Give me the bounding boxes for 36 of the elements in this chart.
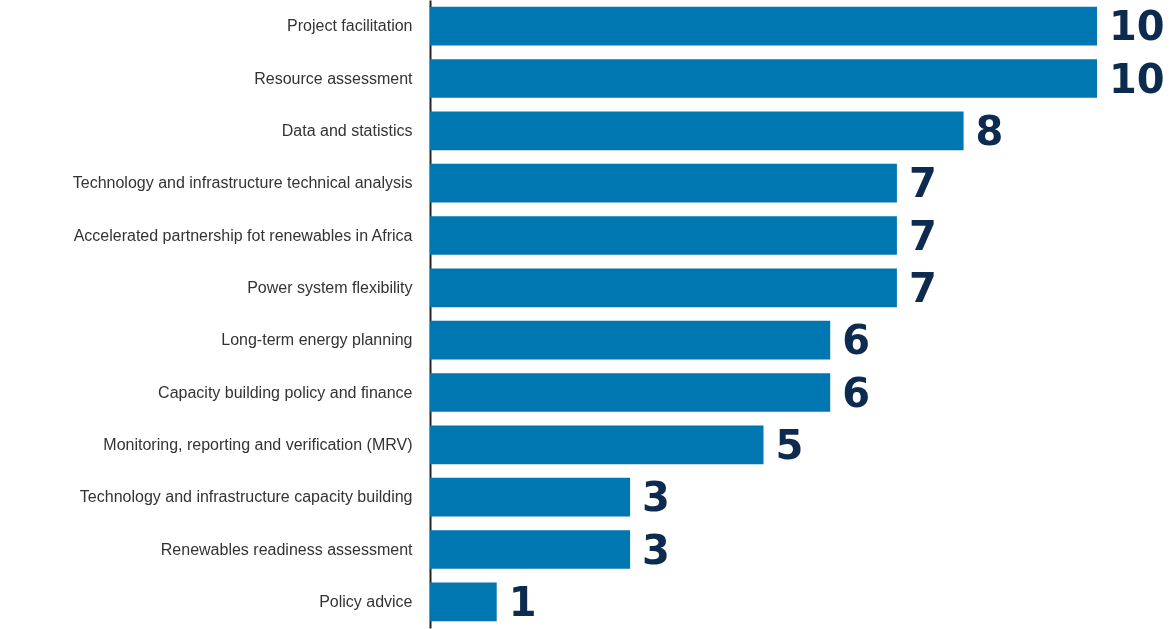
data-label: 6: [842, 369, 871, 416]
data-label: 3: [642, 474, 670, 521]
data-label: 10: [1109, 55, 1165, 102]
bar: [430, 425, 764, 465]
y-tick-label: Policy advice: [319, 592, 413, 610]
bar: [430, 163, 897, 203]
bar: [430, 111, 964, 151]
bar: [430, 59, 1097, 98]
y-tick-label: Monitoring, reporting and verification (MRV): [103, 435, 413, 453]
y-tick-label: Technology and infrastructure technical analysis: [72, 174, 413, 192]
data-label: 1: [508, 578, 537, 625]
y-tick-label: Project facilitation: [287, 17, 413, 35]
data-label: 8: [975, 107, 1004, 154]
data-label: 5: [775, 421, 804, 468]
y-tick-label: Long-term energy planning: [221, 331, 413, 349]
data-label: 7: [908, 160, 937, 207]
bar: [430, 216, 897, 255]
y-tick-label: Technology and infrastructure capacity building: [79, 488, 413, 506]
bar: [430, 530, 631, 569]
bar: [430, 373, 831, 412]
data-label: 6: [842, 317, 871, 364]
y-tick-label: Renewables readiness assessment: [160, 540, 414, 558]
bar: [430, 582, 497, 622]
y-tick-label: Resource assessment: [254, 69, 414, 87]
data-label: 7: [908, 212, 937, 259]
data-label: 3: [642, 526, 670, 573]
bar: [430, 6, 1097, 46]
bar: [430, 320, 831, 360]
bar: [430, 477, 631, 517]
data-label: 10: [1109, 3, 1165, 50]
y-tick-label: Power system flexibility: [247, 278, 413, 296]
data-label: 7: [908, 264, 937, 311]
y-tick-label: Capacity building policy and finance: [158, 383, 413, 401]
bar: [430, 268, 897, 308]
y-tick-label: Data and statistics: [281, 121, 413, 139]
y-tick-label: Accelerated partnership fot renewables in Africa: [73, 226, 413, 244]
